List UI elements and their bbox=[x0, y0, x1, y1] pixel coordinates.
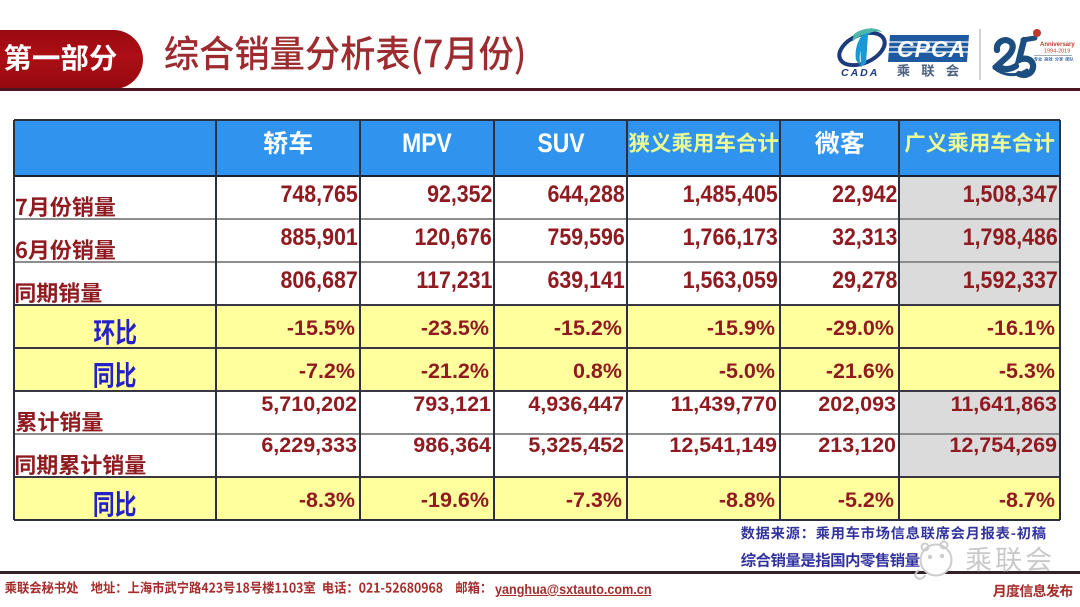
svg-text:CADA: CADA bbox=[841, 67, 879, 79]
svg-text:Anniversary: Anniversary bbox=[1040, 42, 1075, 48]
svg-text:CPCA: CPCA bbox=[897, 36, 966, 62]
svg-text:1994-2019: 1994-2019 bbox=[1044, 49, 1070, 55]
